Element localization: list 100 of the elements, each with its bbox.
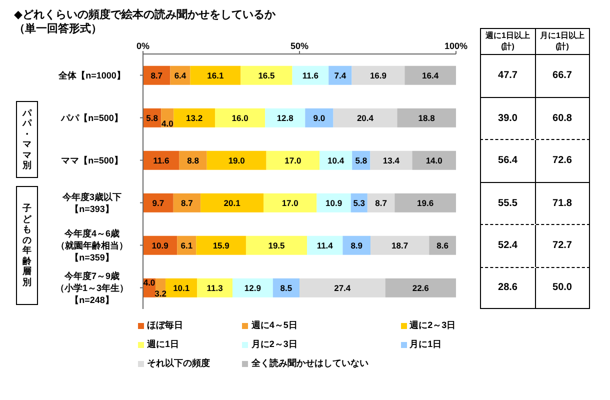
data-label: 10.4	[328, 155, 344, 166]
data-label: 6.1	[180, 240, 193, 250]
bar	[264, 193, 317, 212]
bar	[196, 236, 246, 255]
data-label: 10.9	[152, 240, 169, 250]
legend-label: 週に1日	[146, 338, 180, 351]
data-label: 22.6	[412, 282, 430, 293]
bar	[200, 193, 264, 212]
data-label: 5.3	[353, 198, 366, 208]
text: パパ・ママ別	[22, 108, 32, 170]
legend-label: 月に1日	[408, 338, 443, 351]
legend-label: 月に2～3日	[250, 338, 298, 351]
bar	[143, 150, 180, 170]
data-label: 19.6	[417, 198, 434, 208]
bar	[190, 66, 241, 85]
bar	[320, 150, 352, 170]
bar	[370, 236, 430, 255]
legend-label: 全く読み聞かせはしていない	[250, 357, 370, 370]
data-label: 27.4	[334, 282, 351, 293]
bar	[352, 66, 405, 85]
bar	[367, 193, 395, 212]
bar	[429, 236, 456, 255]
data-label: 18.7	[392, 240, 408, 250]
data-label: 11.4	[316, 240, 334, 250]
x-tick-label: 50%	[290, 41, 309, 51]
data-label: 3.2	[154, 288, 167, 298]
data-label: 17.0	[282, 198, 299, 208]
y-tick-label: 今年度4～6歳（就園年齢相当）【n=359】	[56, 228, 128, 262]
text: 72.7	[534, 225, 589, 266]
data-label: 5.8	[355, 155, 368, 166]
bar	[246, 236, 308, 255]
bar	[166, 278, 198, 298]
y-tick-label: ママ【n=500】	[61, 155, 123, 166]
data-label: 19.0	[228, 155, 246, 166]
text: 週に1日以上(計)	[484, 30, 531, 53]
x-tick-label: 0%	[136, 41, 150, 51]
text: 子どもの年齢層別	[22, 203, 32, 288]
y-tick-label: 全体【n=1000】	[58, 70, 126, 80]
bar	[404, 66, 456, 85]
bar	[292, 66, 329, 85]
data-label: 12.9	[244, 282, 262, 293]
data-label: 6.4	[174, 70, 186, 80]
legend-label: 週に2～3日	[408, 319, 457, 332]
data-label: 8.7	[375, 198, 388, 208]
bar	[394, 193, 456, 212]
x-tick-label: 100%	[444, 41, 468, 51]
data-label: 18.8	[418, 112, 436, 123]
data-label: 17.0	[284, 155, 302, 166]
data-label: 9.7	[152, 198, 164, 208]
legend-label: 週に4～5日	[250, 319, 298, 332]
bar	[232, 278, 273, 298]
bar	[385, 278, 456, 298]
legend-label: それ以下の頻度	[146, 357, 211, 370]
data-label: 16.0	[232, 112, 249, 123]
data-label: 20.4	[356, 112, 374, 123]
bar	[174, 108, 215, 128]
data-label: 11.6	[302, 70, 319, 80]
text: 71.8	[534, 182, 589, 224]
text: 60.8	[534, 98, 589, 139]
data-label: 19.5	[268, 240, 286, 250]
y-tick-label: 今年度7～9歳（小学1～3年生）【n=248】	[55, 270, 129, 305]
legend-label: ほぼ毎日	[146, 319, 184, 332]
data-label: 8.8	[187, 155, 200, 166]
data-label: 16.1	[207, 70, 224, 80]
data-label: 4.0	[143, 277, 156, 288]
bar	[179, 150, 207, 170]
bar	[333, 108, 398, 128]
data-label: 4.0	[162, 118, 174, 128]
bar	[143, 193, 174, 212]
data-label: 12.8	[276, 112, 294, 123]
bar	[173, 193, 201, 212]
data-label: 15.9	[212, 240, 230, 250]
bar	[206, 150, 266, 170]
text: 月に1日以上(計)	[534, 29, 589, 54]
data-label: 20.1	[224, 198, 241, 208]
bar	[305, 108, 334, 128]
chart-subtitle: （単一回答形式）	[14, 22, 103, 36]
data-label: 5.8	[146, 112, 158, 123]
data-label: 11.3	[206, 282, 224, 293]
bar	[300, 278, 386, 298]
text: 72.6	[534, 140, 589, 182]
data-label: 8.6	[436, 240, 449, 250]
data-label: 9.0	[313, 112, 326, 123]
data-label: 8.5	[280, 282, 292, 293]
chart-title: ◆どれくらいの頻度で絵本の読み聞かせをしているか	[14, 8, 276, 22]
data-label: 10.9	[326, 198, 342, 208]
data-label: 14.0	[426, 155, 443, 166]
bar	[316, 193, 351, 212]
text: 39.0	[497, 112, 518, 126]
data-label: 11.6	[153, 155, 170, 166]
data-label: 10.1	[173, 282, 190, 293]
text: 50.0	[534, 268, 589, 308]
data-label: 16.9	[370, 70, 387, 80]
data-label: 8.7	[181, 198, 194, 208]
bar	[272, 278, 300, 298]
bar	[370, 150, 412, 170]
bar	[240, 66, 292, 85]
bar	[197, 278, 233, 298]
bar	[170, 66, 190, 85]
bar	[412, 150, 456, 170]
